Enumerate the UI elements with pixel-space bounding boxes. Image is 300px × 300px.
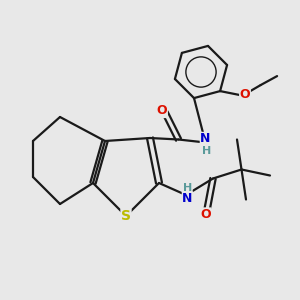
Text: O: O [240,88,250,100]
Text: H: H [202,146,211,156]
Text: S: S [121,209,131,223]
Text: H: H [183,183,192,194]
Text: N: N [200,132,211,146]
Text: O: O [200,208,211,221]
Text: N: N [182,192,193,205]
Text: O: O [157,104,167,118]
